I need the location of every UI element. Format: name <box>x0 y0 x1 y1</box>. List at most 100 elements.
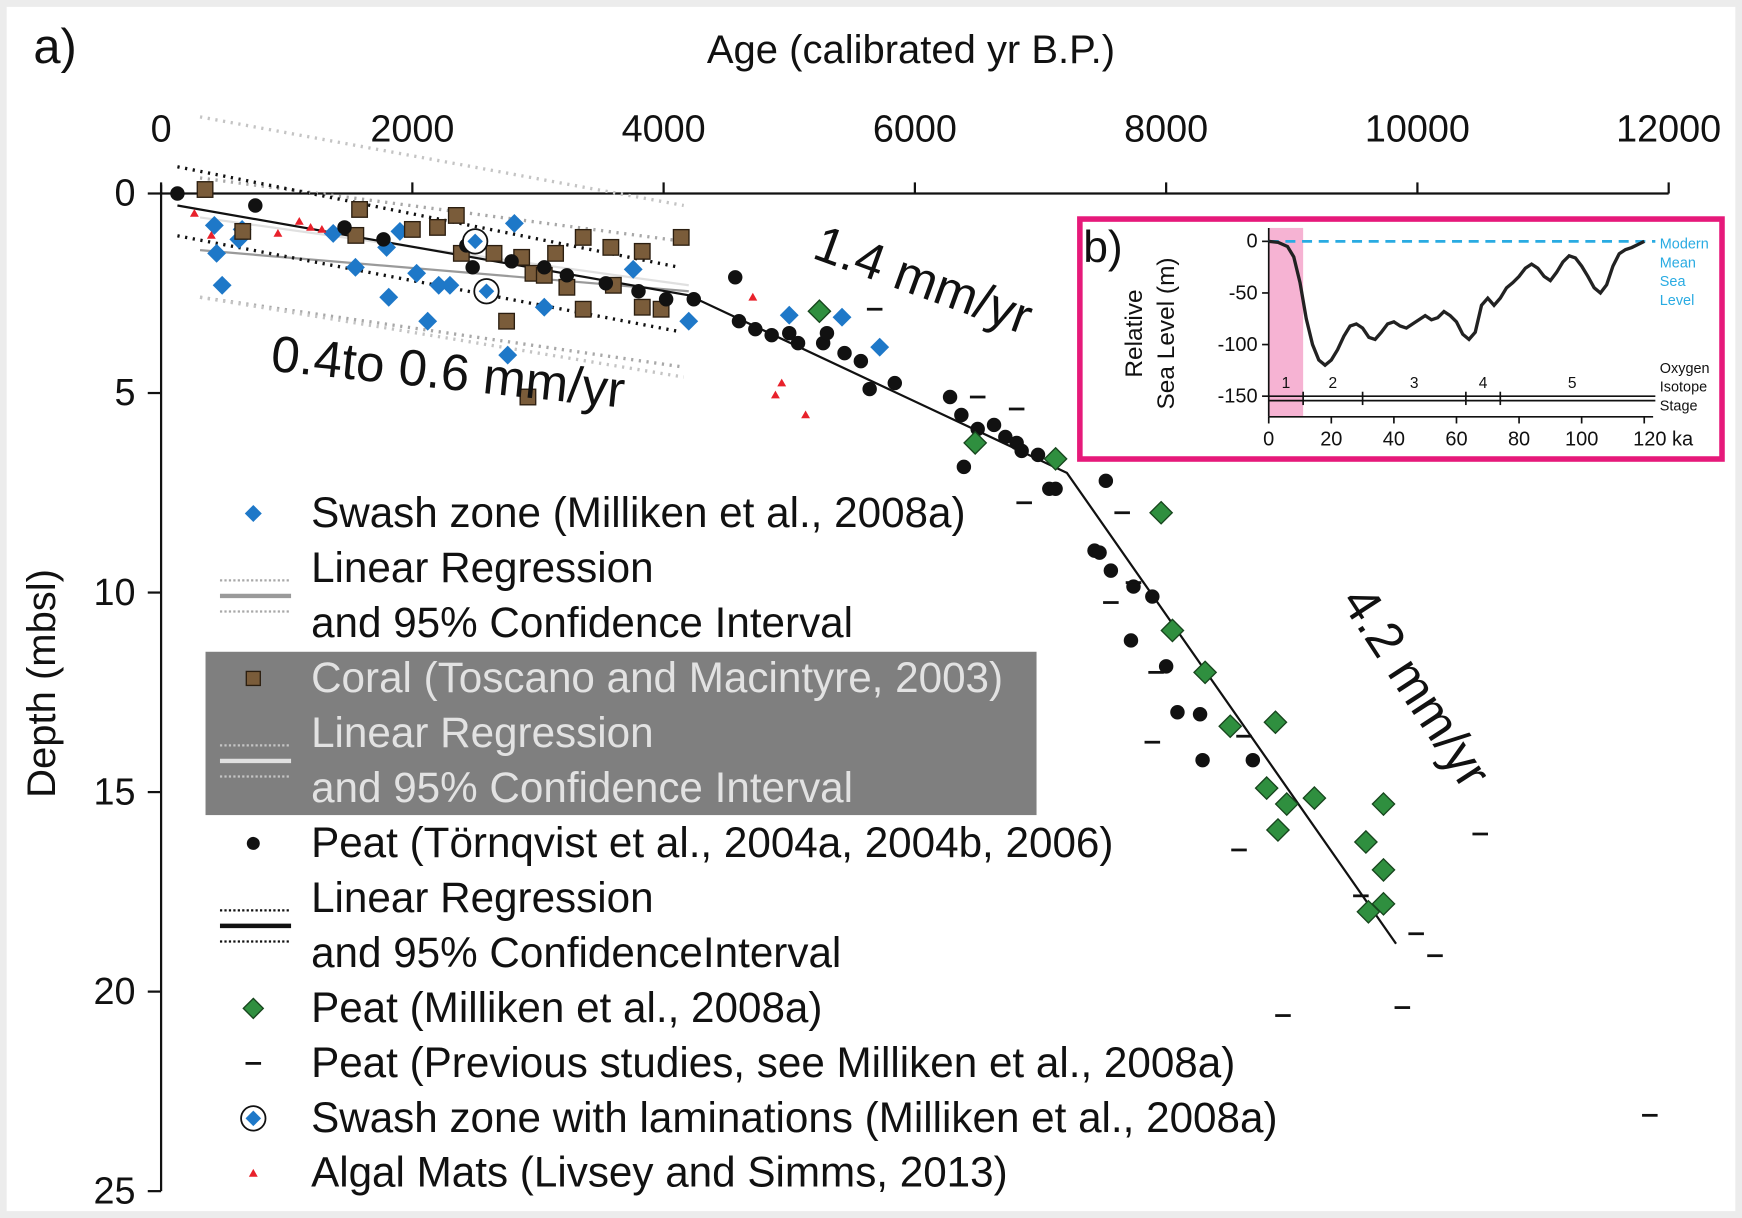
diamond-marker <box>346 257 365 277</box>
y-tick-label: 20 <box>94 971 136 1013</box>
diamond-marker <box>498 345 518 365</box>
triangle-marker <box>306 222 316 231</box>
diamond-marker <box>379 287 399 307</box>
stage-label: 5 <box>1568 375 1577 392</box>
circle-marker <box>376 232 391 247</box>
legend-label: Peat (Törnqvist et al., 2004a, 2004b, 20… <box>311 819 1113 866</box>
circle-marker <box>465 260 480 275</box>
diamond-marker <box>534 297 554 317</box>
circle-marker <box>658 292 674 307</box>
x-tick-label: 0 <box>151 108 172 150</box>
diamond-marker <box>623 259 643 279</box>
legend-label: Swash zone (Milliken et al., 2008a) <box>311 489 965 536</box>
y-axis-label: Depth (mbsl) <box>20 569 64 798</box>
circle-marker <box>790 335 806 351</box>
diamond-marker <box>1371 857 1396 882</box>
square-marker <box>574 228 592 246</box>
panel-label: b) <box>1083 223 1123 272</box>
circle-marker <box>1098 473 1114 489</box>
circle-marker <box>1048 481 1063 497</box>
circle-marker <box>956 459 972 475</box>
marker-core <box>478 283 495 300</box>
x-tick-label: 4000 <box>622 108 706 150</box>
x-tick-label: 100 <box>1565 428 1598 450</box>
marker-core <box>467 233 483 250</box>
circle-marker <box>1145 589 1160 604</box>
triangle-marker <box>770 390 780 399</box>
circled-diamond-marker <box>462 228 489 255</box>
square-marker <box>498 312 516 330</box>
circle-marker <box>246 836 260 850</box>
square-marker <box>196 181 214 198</box>
diamond-marker <box>1302 786 1327 811</box>
reference-label: Sea <box>1660 274 1687 290</box>
diamond-marker <box>1149 500 1174 525</box>
x-tick-label: 0 <box>1263 428 1274 450</box>
y-tick-label: -50 <box>1229 282 1258 304</box>
circle-marker <box>748 321 763 337</box>
diamond-marker <box>1353 829 1378 855</box>
circle-marker <box>170 186 185 201</box>
stage-label: 4 <box>1479 375 1488 392</box>
x-tick-label: 20 <box>1320 428 1342 450</box>
legend-label: Linear Regression <box>311 544 654 591</box>
circle-marker <box>986 417 1002 433</box>
square-marker <box>602 238 620 256</box>
circle-marker <box>942 389 958 405</box>
triangle-marker <box>777 378 787 387</box>
diamond-marker <box>870 337 890 357</box>
diamond-marker <box>407 263 427 283</box>
triangle-marker <box>294 216 304 225</box>
circle-marker <box>537 260 552 275</box>
square-marker <box>245 670 261 687</box>
circle-marker <box>887 375 903 391</box>
diamond-marker <box>1371 891 1396 916</box>
legend-label: Linear Regression <box>311 709 654 756</box>
circle-marker <box>1195 752 1210 768</box>
stage-label: 3 <box>1410 375 1419 392</box>
diamond-marker <box>418 311 438 331</box>
stage-label: 2 <box>1329 375 1338 392</box>
diamond-marker <box>963 430 988 455</box>
triangle-marker <box>317 224 327 233</box>
triangle-marker <box>189 209 199 217</box>
diamond-marker <box>1043 446 1068 471</box>
circled-diamond-marker <box>473 278 500 305</box>
y-tick-label: 5 <box>115 372 136 414</box>
y-tick-label: 25 <box>94 1170 136 1212</box>
square-marker <box>351 201 369 218</box>
triangle-marker <box>248 1168 258 1177</box>
diamond-marker <box>429 275 449 295</box>
legend-label: and 95% Confidence Interval <box>311 764 853 811</box>
y-tick-label: 15 <box>94 771 136 813</box>
x-axis-label: Age (calibrated yr B.P.) <box>707 28 1115 72</box>
circle-marker <box>559 268 575 283</box>
circle-marker <box>1123 633 1139 648</box>
circle-marker <box>1158 659 1174 674</box>
legend-label: Coral (Toscano and Macintyre, 2003) <box>311 654 1003 701</box>
circle-marker <box>837 345 852 361</box>
diamond-marker <box>1254 776 1279 801</box>
square-marker <box>547 244 565 262</box>
legend-label: and 95% Confidence Interval <box>311 599 853 646</box>
y-tick-label: 10 <box>94 572 136 614</box>
square-marker <box>485 244 503 262</box>
square-marker <box>347 226 365 244</box>
circle-marker <box>731 313 747 329</box>
square-marker <box>672 228 690 246</box>
circle-marker <box>1092 545 1107 560</box>
diamond-marker <box>244 504 262 522</box>
circle-marker <box>954 407 969 423</box>
diamond-marker <box>207 243 227 263</box>
circle-marker <box>862 381 877 397</box>
diamond-marker <box>212 275 232 295</box>
x-tick-label: 6000 <box>873 108 957 150</box>
diamond-marker <box>1265 817 1291 843</box>
circle-marker <box>764 327 779 343</box>
circle-marker <box>998 429 1013 445</box>
panel-label: a) <box>33 20 76 74</box>
diamond-marker <box>440 275 460 295</box>
circle-marker <box>598 276 614 291</box>
circle-marker <box>1170 705 1185 720</box>
